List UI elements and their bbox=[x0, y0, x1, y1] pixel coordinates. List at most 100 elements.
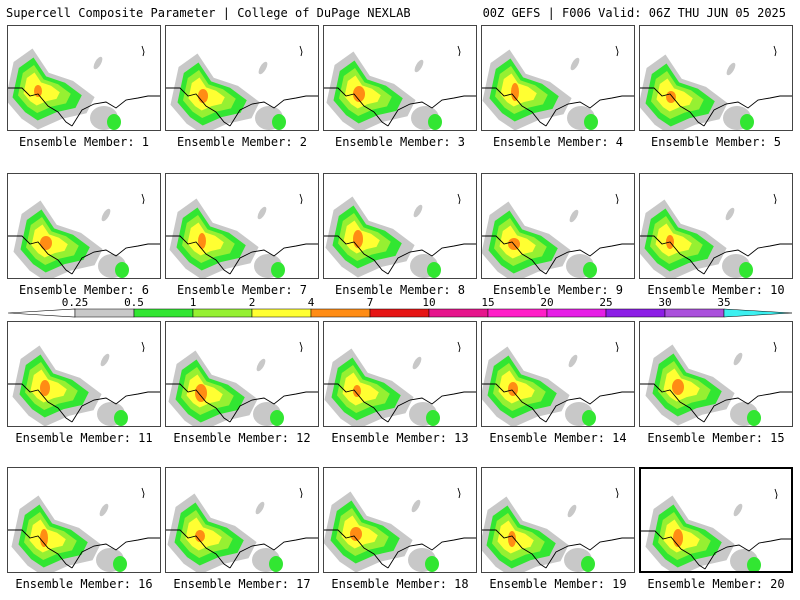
scp-shade-south bbox=[107, 114, 121, 130]
ensemble-member-panel[interactable]: Ensemble Member: 5 bbox=[639, 25, 793, 149]
map-frame bbox=[7, 467, 161, 573]
scp-shade-4 bbox=[672, 379, 684, 395]
map-frame bbox=[7, 173, 161, 279]
ensemble-member-panel[interactable]: Ensemble Member: 7 bbox=[165, 173, 319, 297]
ensemble-member-panel[interactable]: Ensemble Member: 14 bbox=[481, 321, 635, 445]
scp-shade-north bbox=[568, 354, 578, 368]
scp-shade-south bbox=[747, 410, 761, 426]
ensemble-member-panel[interactable]: Ensemble Member: 8 bbox=[323, 173, 477, 297]
coastline-border bbox=[324, 383, 476, 423]
island-outline bbox=[299, 45, 303, 57]
scp-shade-south bbox=[582, 410, 596, 426]
map-frame bbox=[639, 173, 793, 279]
ensemble-member-label: Ensemble Member: 15 bbox=[647, 431, 785, 445]
ensemble-member-panel[interactable]: Ensemble Member: 19 bbox=[481, 467, 635, 591]
colorbar-segment bbox=[369, 308, 430, 318]
ensemble-member-panel[interactable]: Ensemble Member: 18 bbox=[323, 467, 477, 591]
map-frame bbox=[165, 173, 319, 279]
scp-map bbox=[8, 45, 160, 130]
scp-shade-south bbox=[114, 410, 128, 426]
scp-shade-north bbox=[100, 353, 110, 367]
island-outline bbox=[141, 341, 145, 353]
scp-shade-south bbox=[269, 556, 283, 572]
ensemble-member-panel[interactable]: Ensemble Member: 9 bbox=[481, 173, 635, 297]
ensemble-member-label: Ensemble Member: 11 bbox=[15, 431, 153, 445]
scp-shade-4 bbox=[353, 230, 363, 248]
scp-shade-south bbox=[739, 262, 753, 278]
scp-map bbox=[166, 341, 318, 426]
colorbar-segment bbox=[605, 308, 666, 318]
ensemble-member-label: Ensemble Member: 17 bbox=[173, 577, 311, 591]
scp-map bbox=[640, 193, 792, 278]
ensemble-member-panel[interactable]: Ensemble Member: 10 bbox=[639, 173, 793, 297]
ensemble-member-label: Ensemble Member: 19 bbox=[489, 577, 627, 591]
colorbar-tick-label: 0.5 bbox=[124, 296, 144, 309]
coastline-border bbox=[482, 87, 634, 127]
colorbar-tick-label: 4 bbox=[307, 296, 315, 309]
ensemble-member-panel[interactable]: Ensemble Member: 12 bbox=[165, 321, 319, 445]
ensemble-member-panel[interactable]: Ensemble Member: 15 bbox=[639, 321, 793, 445]
scp-map bbox=[8, 341, 160, 426]
coastline-border bbox=[166, 87, 318, 127]
map-frame bbox=[7, 25, 161, 131]
scp-shade-north bbox=[570, 57, 580, 71]
ensemble-member-panel[interactable]: Ensemble Member: 1 bbox=[7, 25, 161, 149]
coastline-border bbox=[482, 529, 634, 569]
scp-shade-south bbox=[426, 410, 440, 426]
coastline-border bbox=[640, 235, 792, 275]
island-outline bbox=[615, 45, 619, 57]
ensemble-member-label: Ensemble Member: 9 bbox=[492, 283, 624, 297]
colorbar-tick-label: 7 bbox=[366, 296, 374, 309]
ensemble-member-panel[interactable]: Ensemble Member: 17 bbox=[165, 467, 319, 591]
map-frame bbox=[639, 25, 793, 131]
ensemble-member-label: Ensemble Member: 2 bbox=[176, 135, 308, 149]
island-outline bbox=[457, 487, 461, 499]
island-outline bbox=[457, 45, 461, 57]
scp-map bbox=[324, 45, 476, 130]
header-title: Supercell Composite Parameter | College … bbox=[6, 6, 411, 20]
scp-shade-4 bbox=[34, 85, 42, 97]
ensemble-member-panel[interactable]: Ensemble Member: 20 bbox=[639, 467, 793, 591]
coastline-border bbox=[641, 530, 791, 570]
colorbar-segment bbox=[74, 308, 135, 318]
coastline-border bbox=[324, 87, 476, 127]
scp-shade-north bbox=[93, 56, 103, 70]
colorbar-tick-label: 0.25 bbox=[61, 296, 89, 309]
scp-map bbox=[482, 193, 634, 278]
scp-shade-north bbox=[725, 207, 735, 221]
colorbar-segment bbox=[251, 308, 312, 318]
ensemble-member-label: Ensemble Member: 1 bbox=[18, 135, 150, 149]
scp-shade-south bbox=[115, 262, 129, 278]
map-frame bbox=[639, 321, 793, 427]
ensemble-member-panel[interactable]: Ensemble Member: 4 bbox=[481, 25, 635, 149]
scp-shade-south bbox=[581, 556, 595, 572]
ensemble-member-label: Ensemble Member: 13 bbox=[331, 431, 469, 445]
coastline-border bbox=[324, 235, 476, 275]
colorbar-segment bbox=[428, 308, 489, 318]
scp-map bbox=[640, 341, 792, 426]
scp-map bbox=[641, 488, 791, 571]
scp-shade-north bbox=[411, 499, 421, 513]
scp-map bbox=[8, 487, 160, 572]
coastline-border bbox=[8, 235, 160, 275]
scp-shade-4 bbox=[40, 236, 52, 250]
colorbar-segment bbox=[487, 308, 548, 318]
ensemble-member-panel[interactable]: Ensemble Member: 3 bbox=[323, 25, 477, 149]
scp-map bbox=[8, 193, 160, 278]
island-outline bbox=[299, 193, 303, 205]
ensemble-member-panel[interactable]: Ensemble Member: 16 bbox=[7, 467, 161, 591]
ensemble-member-label: Ensemble Member: 7 bbox=[176, 283, 308, 297]
ensemble-member-panel[interactable]: Ensemble Member: 11 bbox=[7, 321, 161, 445]
island-outline bbox=[457, 341, 461, 353]
ensemble-member-panel[interactable]: Ensemble Member: 2 bbox=[165, 25, 319, 149]
scp-map bbox=[324, 341, 476, 426]
island-outline bbox=[615, 193, 619, 205]
ensemble-member-panel[interactable]: Ensemble Member: 6 bbox=[7, 173, 161, 297]
coastline-border bbox=[8, 383, 160, 423]
scp-shade-south bbox=[270, 410, 284, 426]
island-outline bbox=[141, 45, 145, 57]
island-outline bbox=[615, 341, 619, 353]
ensemble-member-panel[interactable]: Ensemble Member: 13 bbox=[323, 321, 477, 445]
scp-shade-north bbox=[412, 356, 422, 370]
coastline-border bbox=[166, 529, 318, 569]
